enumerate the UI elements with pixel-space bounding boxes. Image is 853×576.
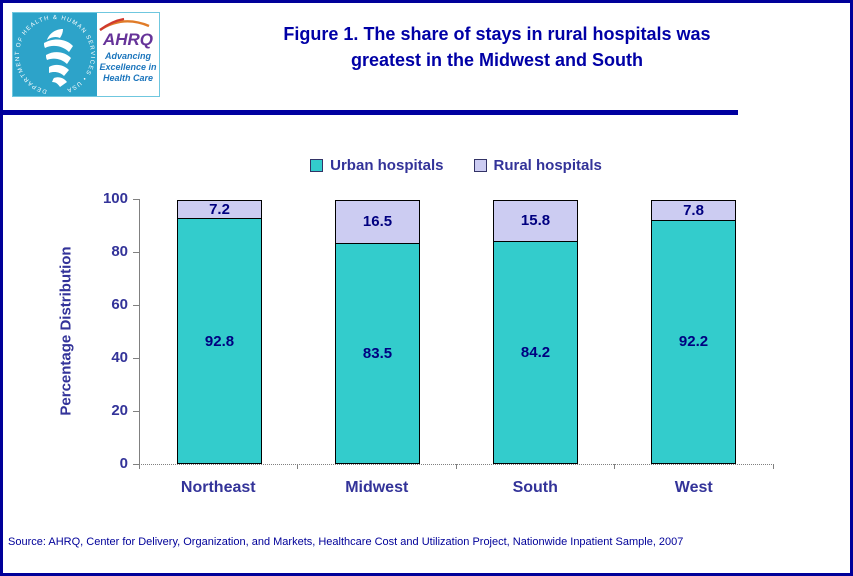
rural-segment: 7.2 [177, 200, 262, 220]
urban-value-label: 92.8 [204, 332, 235, 350]
category-label-west: West [674, 479, 713, 496]
figure-title: Figure 1. The share of stays in rural ho… [173, 21, 821, 73]
legend-item-urban: Urban hospitals [310, 156, 444, 174]
urban-segment: 84.2 [493, 240, 578, 464]
y-axis-line [139, 199, 140, 469]
bar-west: 7.8 92.2 [651, 199, 736, 464]
urban-segment: 92.8 [177, 218, 262, 464]
ahrq-wordmark: AHRQ [102, 30, 154, 49]
chart-legend: Urban hospitals Rural hospitals [139, 155, 773, 175]
x-axis-tick [139, 464, 140, 469]
x-axis-tick [614, 464, 615, 469]
category-label-midwest: Midwest [345, 479, 409, 496]
figure-title-line1: Figure 1. The share of stays in rural ho… [283, 24, 711, 44]
legend-item-rural: Rural hospitals [473, 156, 602, 174]
rural-value-label: 16.5 [362, 213, 393, 231]
y-tick-label: 0 [119, 455, 128, 472]
rural-segment: 15.8 [493, 200, 578, 242]
bar-midwest: 16.5 83.5 [335, 199, 420, 464]
y-tick-label: 20 [111, 402, 128, 419]
rural-value-label: 7.8 [683, 201, 704, 219]
bar-northeast: 7.2 92.8 [177, 199, 262, 464]
rural-value-label: 15.8 [520, 212, 551, 230]
x-axis-category-labels: Northeast Midwest South West [139, 479, 773, 497]
ahrq-hhs-logo: DEPARTMENT OF HEALTH & HUMAN SERVICES • … [12, 12, 160, 97]
y-tick-label: 60 [111, 296, 128, 313]
urban-value-label: 92.2 [678, 333, 709, 351]
hhs-eagle-icon: DEPARTMENT OF HEALTH & HUMAN SERVICES • … [13, 13, 97, 96]
x-axis-tick [456, 464, 457, 469]
bar-south: 15.8 84.2 [493, 199, 578, 464]
y-axis-tick-marks [133, 198, 139, 465]
rural-segment: 16.5 [335, 200, 420, 244]
urban-legend-swatch [310, 158, 324, 172]
header-divider [3, 110, 738, 115]
x-axis-tick [773, 464, 774, 469]
y-tick-label: 80 [111, 243, 128, 260]
rural-value-label: 7.2 [209, 201, 230, 219]
urban-value-label: 84.2 [520, 343, 551, 361]
urban-legend-label: Urban hospitals [330, 156, 444, 174]
urban-value-label: 83.5 [362, 344, 393, 362]
ahrq-tagline: Advancing Excellence in Health Care [99, 51, 157, 83]
urban-segment: 83.5 [335, 242, 420, 464]
x-axis-tick [297, 464, 298, 469]
source-note: Source: AHRQ, Center for Delivery, Organ… [8, 536, 684, 548]
rural-legend-swatch [473, 158, 487, 172]
y-tick-label: 40 [111, 349, 128, 366]
rainbow-arc-icon [99, 17, 150, 31]
rural-legend-label: Rural hospitals [493, 156, 602, 174]
category-label-south: South [512, 479, 558, 496]
figure-title-line2: greatest in the Midwest and South [350, 50, 644, 70]
urban-segment: 92.2 [651, 219, 736, 464]
category-label-northeast: Northeast [180, 479, 256, 496]
rural-segment: 7.8 [651, 200, 736, 221]
y-axis-title: Percentage Distribution [57, 246, 75, 416]
y-axis-tick-labels: 0 20 40 60 80 100 [88, 190, 128, 472]
y-tick-label: 100 [102, 190, 128, 207]
plot-area: 7.2 92.8 16.5 83.5 15.8 84.2 7.8 [139, 199, 773, 464]
ahrq-wordmark-block: AHRQ Advancing Excellence in Health Care [97, 13, 159, 96]
